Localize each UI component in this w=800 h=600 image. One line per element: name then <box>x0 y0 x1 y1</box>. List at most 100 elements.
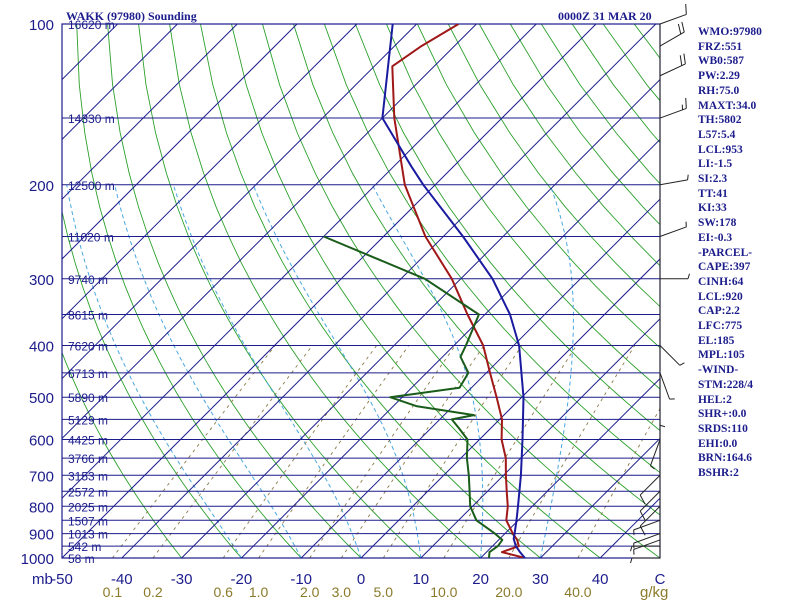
isotherm <box>241 138 660 558</box>
wind-barb-shaft <box>659 31 685 47</box>
plot-frame <box>61 23 661 559</box>
wind-barb <box>659 345 685 366</box>
dry-adiabat <box>76 24 302 558</box>
index-line: MAXT:34.0 <box>698 99 757 112</box>
pressure-tick-label: 500 <box>29 390 54 407</box>
index-line: BSHR:2 <box>698 467 739 480</box>
height-label: 4425 m <box>68 434 108 448</box>
index-line: CINH:64 <box>698 275 744 288</box>
dry-adiabat <box>107 24 362 558</box>
index-line: EL:185 <box>698 334 735 347</box>
height-label: 5890 m <box>68 391 108 405</box>
pressure-tick-label: 800 <box>29 499 54 516</box>
index-line: WB0:587 <box>698 55 744 68</box>
height-label: 58 m <box>68 552 95 566</box>
wind-barb-half-flag <box>687 273 690 279</box>
height-label: 3766 m <box>68 452 108 466</box>
index-line: SRDS:110 <box>698 422 748 435</box>
index-line: FRZ:551 <box>698 40 743 53</box>
index-line: RH:75.0 <box>698 84 740 97</box>
wind-barb-shaft <box>639 505 661 527</box>
index-line: WMO:97980 <box>698 26 762 38</box>
index-line: TH:5802 <box>698 114 742 127</box>
height-label: 542 m <box>68 540 101 554</box>
isotherm <box>480 377 660 558</box>
pressure-tick-label: 400 <box>29 339 54 356</box>
index-line: HEL:2 <box>698 393 732 406</box>
wind-barb <box>659 98 687 119</box>
wind-barb-flag <box>639 510 646 521</box>
wind-barb-shaft <box>659 63 686 77</box>
wind-barb <box>659 174 689 186</box>
wind-barb-half-flag <box>659 424 666 428</box>
index-line: STM:228/4 <box>698 378 753 391</box>
mixing-ratio-line <box>309 345 456 558</box>
temperature-tick-label: 0 <box>357 571 365 588</box>
isotherm <box>62 24 238 200</box>
wind-barb <box>633 533 661 549</box>
isotherm <box>62 24 417 380</box>
isotherm <box>300 198 660 558</box>
index-line: KI:33 <box>698 202 727 215</box>
wind-barb <box>659 397 666 428</box>
wind-barb <box>633 519 661 536</box>
mixing-ratio-tick-label: 40.0 <box>564 584 591 600</box>
dewpoint-line <box>323 235 504 558</box>
moist-adiabat <box>252 184 422 558</box>
mixing-ratio-line <box>222 345 377 558</box>
isotherm <box>62 24 358 320</box>
temperature-tick-label: -20 <box>231 571 253 588</box>
index-line: MPL:105 <box>698 349 745 362</box>
index-line: L57:5.4 <box>698 128 736 141</box>
wind-barb <box>639 505 661 536</box>
temperature-tick-label: 10 <box>412 571 429 588</box>
temperature-tick-label: C <box>655 571 666 588</box>
wind-barb-flag <box>639 494 646 505</box>
dry-adiabat <box>138 24 422 558</box>
index-line: LCL:953 <box>698 143 743 156</box>
wind-barb-flag <box>677 23 682 35</box>
moist-adiabat <box>172 184 362 558</box>
height-label: 1013 m <box>68 528 108 542</box>
wind-barb <box>660 273 690 280</box>
pressure-tick-label: 1000 <box>21 551 54 568</box>
wind-barb-half-flag <box>687 174 689 180</box>
mixing-ratio-tick-label: 3.0 <box>332 584 352 600</box>
isotherm <box>181 78 660 558</box>
mixing-axis-label: g/kg <box>640 584 668 600</box>
wind-barb-shaft <box>659 372 671 400</box>
index-line: -PARCEL- <box>698 246 753 259</box>
temperature-tick-label: 40 <box>592 571 609 588</box>
height-label: 8615 m <box>68 309 108 323</box>
index-line: PW:2.29 <box>698 70 740 83</box>
pressure-tick-label: 900 <box>29 527 54 544</box>
sounding-date: 0000Z 31 MAR 20 <box>558 9 652 23</box>
wind-barb-half-flag <box>630 545 633 552</box>
sounding-traces <box>323 24 526 558</box>
wind-barb-shaft <box>659 226 687 237</box>
index-line: -WIND- <box>698 364 739 377</box>
temperature-tick-label: -10 <box>290 571 312 588</box>
temperature-tick-label: 30 <box>532 571 549 588</box>
mixing-ratio-tick-label: 0.6 <box>213 584 233 600</box>
pressure-axis-label: mb <box>32 571 53 588</box>
height-label: 14330 m <box>68 112 115 126</box>
moist-adiabat <box>114 184 302 558</box>
wind-barb-flag <box>685 3 687 15</box>
wind-barb-shaft <box>639 474 661 496</box>
wind-barb-half-flag <box>650 465 655 470</box>
height-label: 5129 m <box>68 413 108 427</box>
wind-barb-flag <box>639 525 646 536</box>
height-label: 16620 m <box>68 18 115 32</box>
wind-barb-flag <box>685 98 687 109</box>
moist-adiabat <box>371 184 484 558</box>
height-label: 6713 m <box>68 367 108 381</box>
sounding-title: WAKK (97980) Sounding <box>66 9 197 23</box>
isotherm <box>360 258 660 558</box>
temperature-tick-label: -30 <box>171 571 193 588</box>
isotherm <box>62 24 537 499</box>
mixing-ratio-tick-label: 5.0 <box>374 584 394 600</box>
index-line: CAP:2.2 <box>698 305 740 318</box>
pressure-tick-label: 300 <box>29 272 54 289</box>
